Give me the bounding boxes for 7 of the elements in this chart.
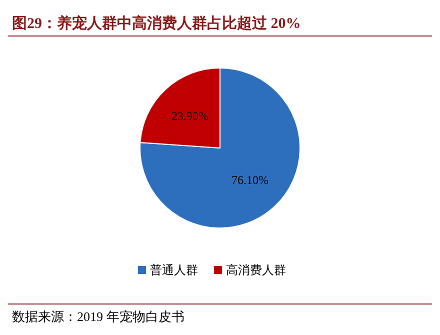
source-note: 数据来源：2019 年宠物白皮书 — [12, 309, 184, 324]
data-label: 76.10% — [232, 173, 269, 188]
chart-title: 图29：养宠人群中高消费人群占比超过 20% — [12, 14, 301, 32]
pie-slice — [140, 68, 300, 228]
data-label: 23.90% — [171, 108, 208, 123]
legend-label: 高消费人群 — [226, 263, 286, 277]
legend-label: 普通人群 — [150, 263, 198, 277]
